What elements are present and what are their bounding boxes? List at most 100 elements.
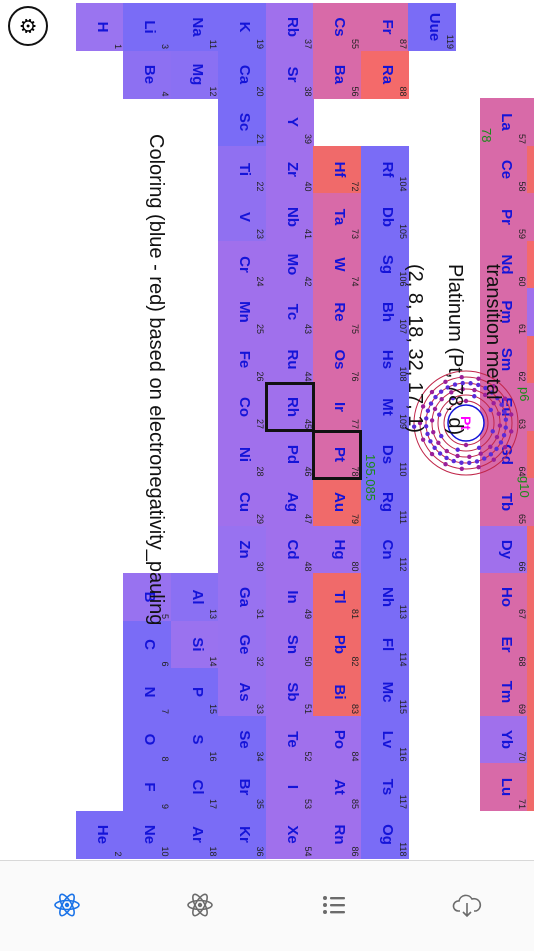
element-cell-th[interactable]: 90Th	[527, 146, 534, 194]
element-cell-ac[interactable]: 89Ac	[527, 98, 534, 146]
tab-table[interactable]	[0, 861, 134, 951]
element-cell-no[interactable]: 102No	[527, 716, 534, 764]
element-cell-u[interactable]: 92U	[527, 241, 534, 289]
tab-list[interactable]	[267, 861, 401, 951]
tab-download[interactable]	[401, 861, 534, 951]
tab-atom[interactable]	[134, 861, 268, 951]
element-cell-md[interactable]: 101Md	[527, 668, 534, 716]
element-cell-np[interactable]: 93Np	[527, 288, 534, 336]
element-cell-pu[interactable]: 94Pu	[527, 336, 534, 384]
element-cell-cm[interactable]: 96Cm	[527, 431, 534, 479]
element-cell-fm[interactable]: 100Fm	[527, 621, 534, 669]
element-cell-pa[interactable]: 91Pa	[527, 193, 534, 241]
settings-button[interactable]: ⚙	[8, 6, 48, 46]
element-cell-lr[interactable]: 103Lr	[527, 763, 534, 811]
